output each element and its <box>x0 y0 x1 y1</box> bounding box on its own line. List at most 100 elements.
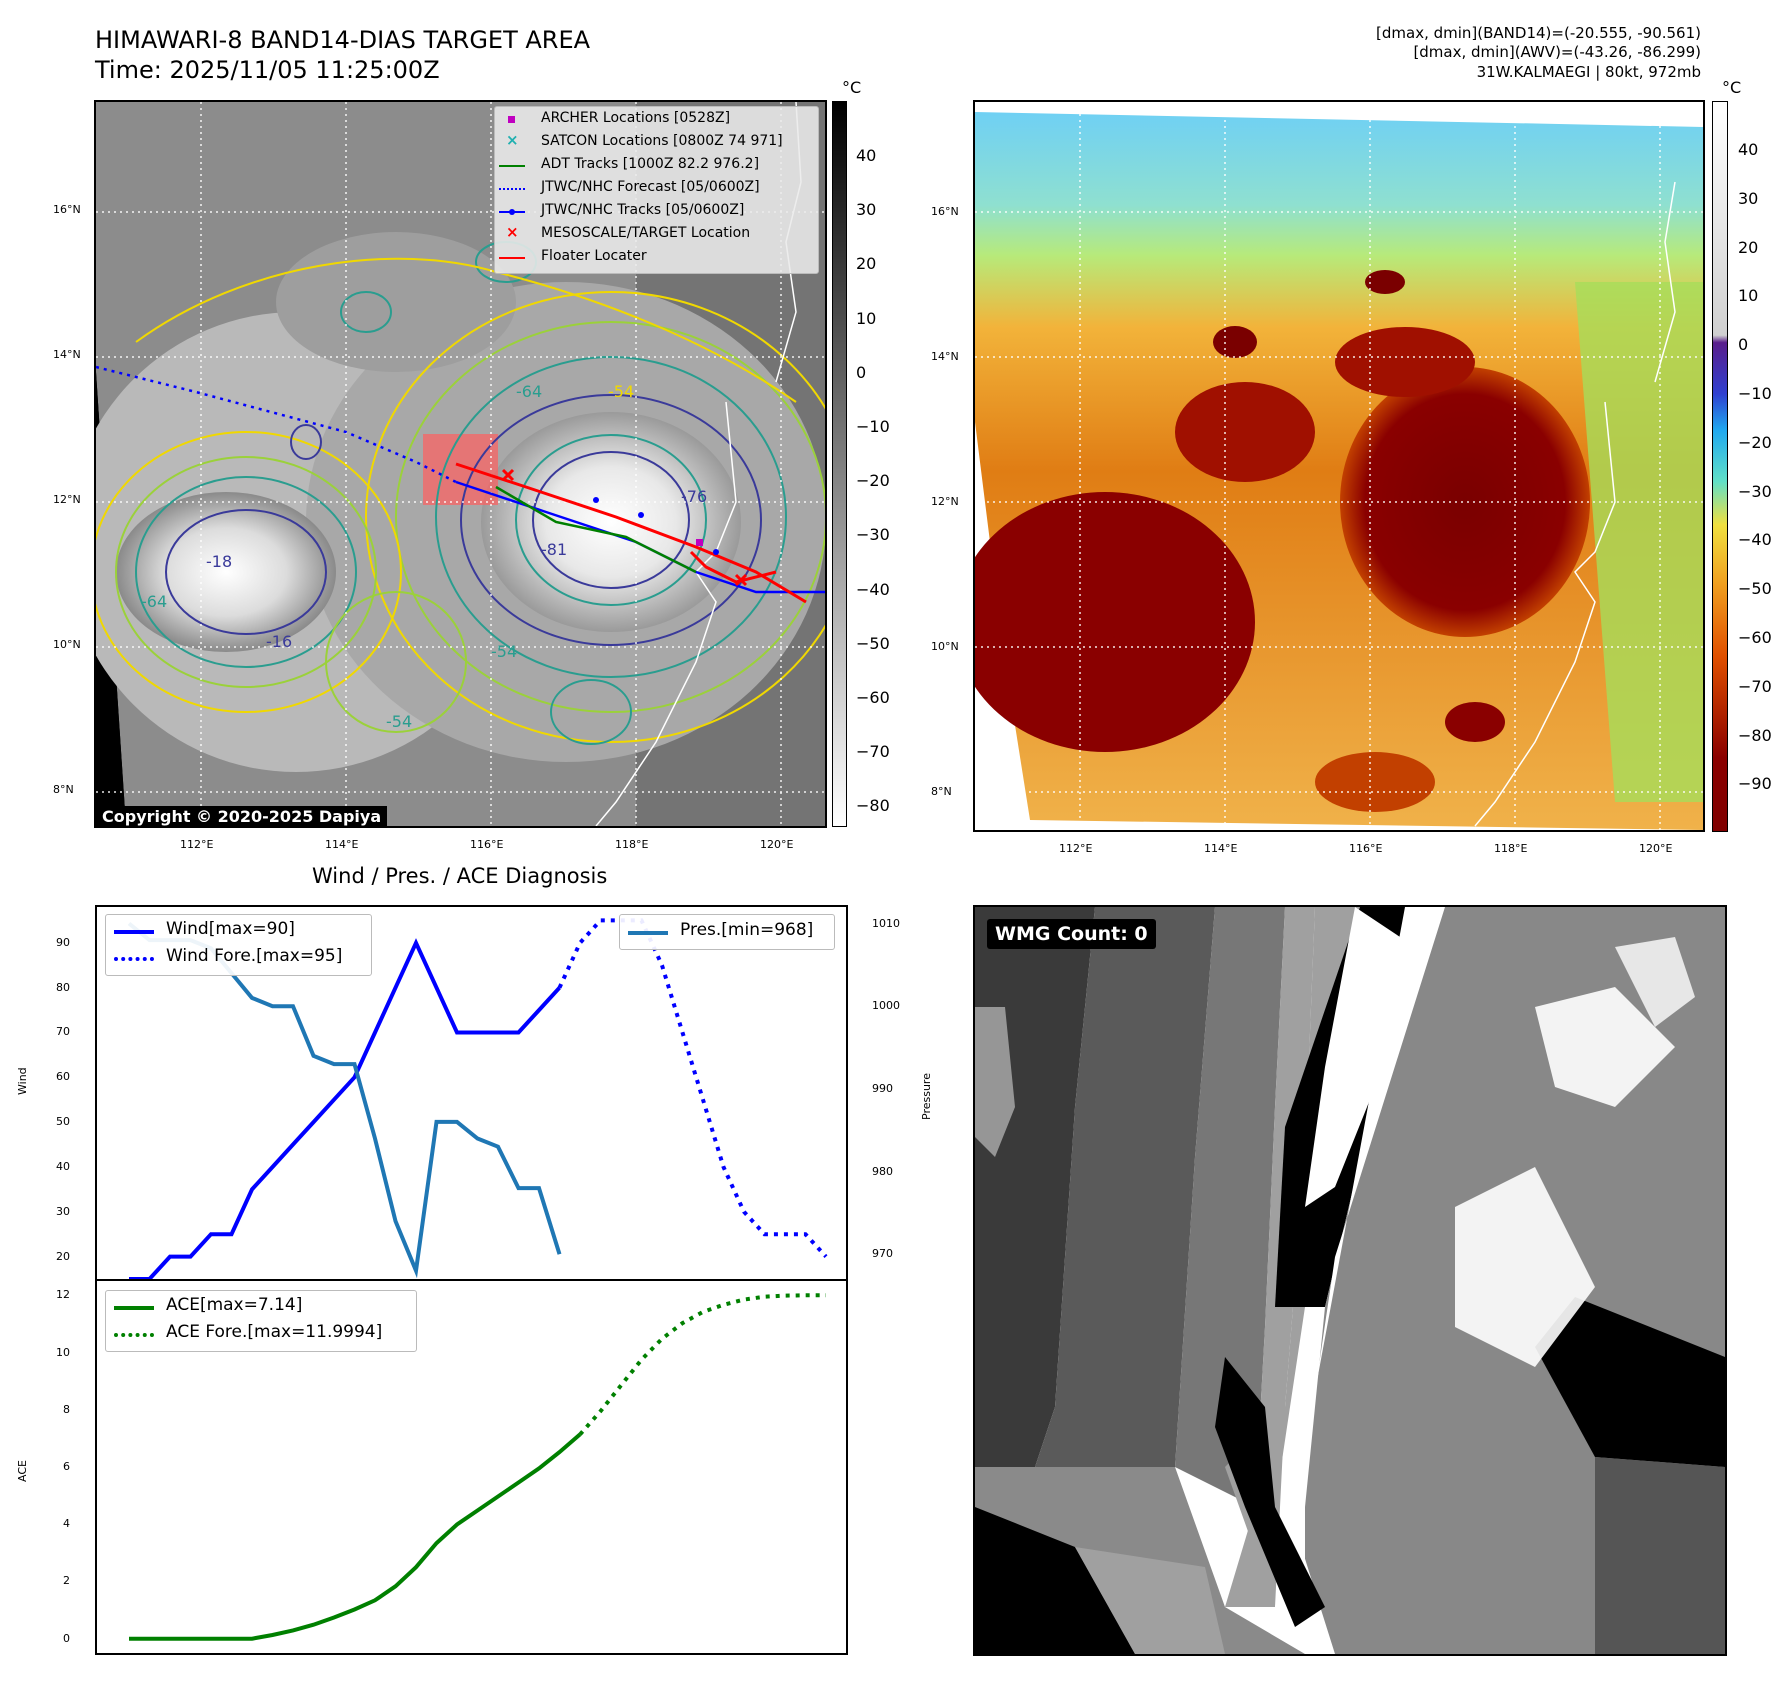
lon-label: 120°E <box>1639 842 1673 855</box>
wind-pressure-chart: Wind[max=90] Wind Fore.[max=95] Pres.[mi… <box>95 905 848 1281</box>
axis-tick-label: 2 <box>63 1574 70 1588</box>
colorbar-tick-label: 30 <box>856 200 877 220</box>
lat-label: 16°N <box>53 203 81 216</box>
lon-label: 112°E <box>1059 842 1093 855</box>
wmg-panel: WMG Count: 0 <box>973 905 1727 1656</box>
axis-tick-label: 990 <box>872 1081 893 1095</box>
line-icon <box>114 1306 154 1310</box>
contour-label: -64 <box>141 592 168 611</box>
contour-label: -64 <box>516 382 543 401</box>
colorbar-tick-label: −10 <box>1738 384 1772 403</box>
axis-tick-label: 4 <box>63 1517 70 1531</box>
colorbar-unit: °C <box>1722 78 1742 97</box>
colorbar-tick-label: 20 <box>856 254 877 274</box>
info-awv: [dmax, dmin](AWV)=(-43.26, -86.299) <box>1413 43 1701 61</box>
axis-tick-label: 20 <box>56 1249 70 1263</box>
wmg-image <box>975 907 1725 1654</box>
contour-label: -76 <box>681 487 708 506</box>
colorbar-tick-label: 20 <box>1738 237 1759 257</box>
contour-label: -54 <box>386 712 413 731</box>
line-icon <box>499 257 525 259</box>
info-storm: 31W.KALMAEGI | 80kt, 972mb <box>1476 63 1701 81</box>
axis-tick-label: 1000 <box>872 999 900 1013</box>
diag-title: Wind / Pres. / ACE Diagnosis <box>312 864 608 888</box>
colorbar-tick-label: −30 <box>856 525 890 545</box>
ir-map-panel: -54 -64 -76 -81 -54 -16 -64 -54 -18 ARCH… <box>94 100 827 828</box>
contour-label: -54 <box>608 382 635 401</box>
dotted-line-icon <box>499 188 525 190</box>
dotted-line-icon <box>114 1333 154 1337</box>
colorbar-tick-label: 40 <box>1738 140 1759 159</box>
lat-label: 12°N <box>931 495 959 508</box>
line-icon <box>499 165 525 167</box>
contour-label: -54 <box>491 642 518 661</box>
colorbar-tick-label: −40 <box>856 579 890 599</box>
line-icon <box>114 930 154 934</box>
awv-map-image <box>975 102 1703 830</box>
wind-axis-label: Wind <box>16 1067 29 1095</box>
wind-series-line <box>129 938 561 1279</box>
info-band14: [dmax, dmin](BAND14)=(-20.555, -90.561) <box>1376 24 1701 42</box>
colorbar-tick-label: −70 <box>856 742 890 762</box>
lon-label: 114°E <box>325 838 359 851</box>
wmg-count-label: WMG Count: 0 <box>987 919 1156 949</box>
colorbar-tick-label: −70 <box>1738 676 1772 696</box>
lat-label: 10°N <box>53 638 81 651</box>
ace-series-line <box>129 1432 582 1641</box>
axis-tick-label: 970 <box>872 1247 893 1261</box>
ace-axis-label: ACE <box>16 1460 29 1482</box>
lat-label: 14°N <box>931 350 959 363</box>
colorbar-tick-label: −50 <box>1738 579 1772 599</box>
ace-legend: ACE[max=7.14] ACE Fore.[max=11.9994] <box>105 1290 417 1352</box>
x-icon: × <box>506 131 519 149</box>
pressure-axis-label: Pressure <box>920 1073 933 1120</box>
axis-tick-label: 50 <box>56 1115 70 1129</box>
lon-label: 118°E <box>1494 842 1528 855</box>
lat-label: 8°N <box>931 785 952 798</box>
line-icon <box>628 931 668 935</box>
axis-tick-label: 12 <box>56 1288 70 1302</box>
lon-label: 116°E <box>1349 842 1383 855</box>
wind-legend: Wind[max=90] Wind Fore.[max=95] <box>105 914 372 976</box>
contour-label: -81 <box>541 540 568 559</box>
square-icon <box>508 116 515 123</box>
axis-tick-label: 6 <box>63 1460 70 1473</box>
axis-tick-label: 980 <box>872 1164 893 1178</box>
axis-tick-label: 70 <box>56 1025 70 1039</box>
contour-label: -16 <box>266 632 293 651</box>
axis-tick-label: 40 <box>56 1159 70 1173</box>
colorbar-tick-label: 30 <box>1738 188 1759 208</box>
lon-label: 112°E <box>180 838 214 851</box>
lat-label: 10°N <box>931 640 959 653</box>
colorbar-tick-label: −20 <box>1738 432 1772 452</box>
lon-label: 114°E <box>1204 842 1238 855</box>
axis-tick-label: 90 <box>56 935 70 949</box>
ace-forecast-series-line <box>578 1293 826 1436</box>
wind-forecast-series-line <box>557 918 828 1258</box>
dotted-line-icon <box>114 957 154 961</box>
axis-tick-label: 0 <box>63 1631 70 1645</box>
axis-tick-label: 60 <box>56 1070 70 1084</box>
lon-label: 116°E <box>470 838 504 851</box>
colorbar-tick-label: −80 <box>1738 725 1772 745</box>
colorbar-tick-label: 10 <box>1738 286 1759 306</box>
ir-legend: ARCHER Locations [0528Z] × SATCON Locati… <box>494 106 819 274</box>
colorbar-tick-label: −60 <box>1738 628 1772 647</box>
axis-tick-label: 8 <box>63 1402 70 1416</box>
colorbar-tick-label: 0 <box>1738 335 1749 355</box>
colorbar-tick-label: 10 <box>856 308 877 328</box>
awv-colorbar <box>1712 101 1728 832</box>
colorbar-tick-label: −10 <box>856 417 890 436</box>
colorbar-tick-label: −40 <box>1738 530 1772 550</box>
x-icon: × <box>506 223 519 241</box>
colorbar-tick-label: −80 <box>856 796 890 816</box>
pressure-legend: Pres.[min=968] <box>619 914 835 950</box>
axis-tick-label: 30 <box>56 1204 70 1218</box>
lon-label: 120°E <box>760 838 794 851</box>
contour-label: -18 <box>206 552 233 571</box>
colorbar-tick-label: 0 <box>856 362 867 382</box>
colorbar-tick-label: −30 <box>1738 481 1772 501</box>
ace-chart: ACE[max=7.14] ACE Fore.[max=11.9994] <box>95 1279 848 1655</box>
colorbar-tick-label: −50 <box>856 633 890 653</box>
lon-label: 118°E <box>615 838 649 851</box>
